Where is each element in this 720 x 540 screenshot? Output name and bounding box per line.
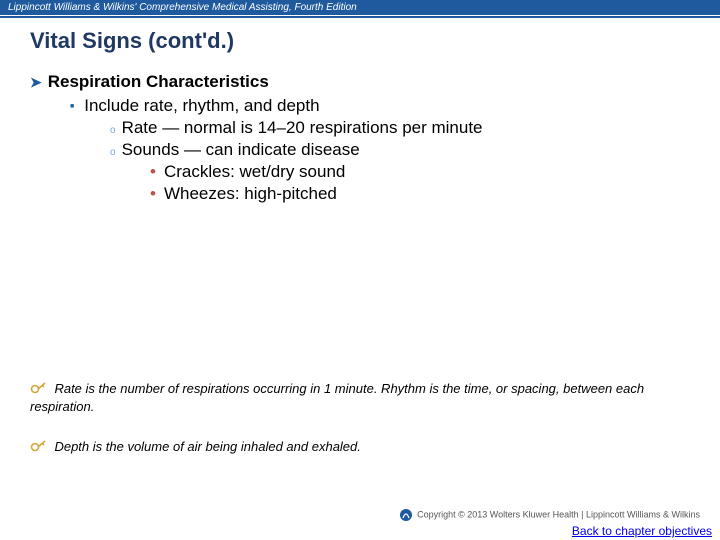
note-block-2: Depth is the volume of air being inhaled…: [30, 438, 690, 456]
key-icon: [30, 382, 46, 396]
bullet-lvl2: ■ Include rate, rhythm, and depth: [70, 96, 690, 116]
slide-title: Vital Signs (cont'd.): [30, 28, 690, 54]
circle-icon: o: [110, 125, 116, 136]
publisher-logo-icon: [399, 508, 413, 522]
lvl4b-text: Wheezes: high-pitched: [164, 184, 337, 203]
note-block-1: Rate is the number of respirations occur…: [30, 380, 690, 416]
lvl1-text: Respiration Characteristics: [48, 72, 269, 91]
square-icon: ■: [70, 103, 74, 110]
key-icon: [30, 440, 46, 454]
header-bar: Lippincott Williams & Wilkins' Comprehen…: [0, 0, 720, 15]
bullet-lvl3: o Rate — normal is 14–20 respirations per…: [110, 118, 690, 138]
lvl3a-text: Rate — normal is 14–20 respirations per …: [122, 118, 483, 137]
note-1-text: Rate is the number of respirations occur…: [30, 381, 644, 414]
arrow-icon: ➤: [30, 74, 42, 91]
copyright-text: Copyright © 2013 Wolters Kluwer Health |…: [417, 509, 700, 519]
dot-icon: •: [150, 162, 156, 181]
lvl3b-text: Sounds — can indicate disease: [122, 140, 360, 159]
lvl4a-text: Crackles: wet/dry sound: [164, 162, 345, 181]
bullet-lvl3: o Sounds — can indicate disease: [110, 140, 690, 160]
footer: Copyright © 2013 Wolters Kluwer Health |…: [399, 508, 700, 522]
circle-icon: o: [110, 147, 116, 158]
lvl2-text: Include rate, rhythm, and depth: [84, 96, 319, 115]
book-title: Lippincott Williams & Wilkins' Comprehen…: [8, 2, 357, 13]
bullet-lvl4: • Crackles: wet/dry sound: [150, 162, 690, 182]
dot-icon: •: [150, 184, 156, 203]
back-to-objectives-link[interactable]: Back to chapter objectives: [572, 524, 712, 538]
bullet-lvl1: ➤ Respiration Characteristics: [30, 72, 690, 92]
note-2-text: Depth is the volume of air being inhaled…: [54, 439, 360, 454]
slide-content: Vital Signs (cont'd.) ➤ Respiration Chara…: [0, 18, 720, 204]
bullet-lvl4: • Wheezes: high-pitched: [150, 184, 690, 204]
